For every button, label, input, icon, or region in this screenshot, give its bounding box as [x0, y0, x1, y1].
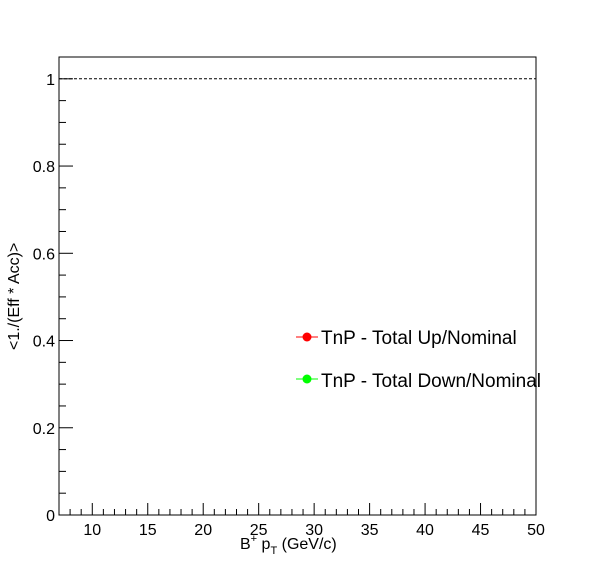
legend-marker-down — [302, 374, 312, 384]
x-axis-title-sub: T — [270, 545, 277, 557]
y-tick-label: 0.4 — [33, 334, 55, 351]
y-tick-label: 0.2 — [33, 421, 55, 438]
x-tick-label: 20 — [194, 522, 212, 539]
x-axis-title-mid: p — [257, 536, 270, 553]
y-tick-label: 0.6 — [33, 246, 55, 263]
x-axis-title-sup: + — [251, 533, 257, 545]
y-axis-title: <1./(Eff * Acc)> — [6, 243, 23, 350]
x-axis-ticks: 10 15 20 25 30 35 40 45 50 — [58, 503, 545, 539]
x-axis-title-tail: (GeV/c) — [277, 536, 337, 553]
legend-entry-up: TnP - Total Up/Nominal — [296, 328, 517, 349]
x-tick-label: 25 — [250, 522, 268, 539]
y-tick-label: 0.8 — [33, 159, 55, 176]
x-tick-label: 35 — [361, 522, 379, 539]
x-tick-label: 50 — [527, 522, 545, 539]
y-axis-ticks: 0 0.2 0.4 0.6 0.8 1 — [33, 56, 73, 525]
x-tick-label: 40 — [416, 522, 434, 539]
plot-frame — [58, 56, 537, 516]
x-axis-title: B+ pT (GeV/c) — [240, 533, 337, 557]
y-tick-label: 1 — [46, 72, 55, 89]
x-tick-label: 45 — [472, 522, 490, 539]
x-tick-label: 15 — [139, 522, 157, 539]
y-tick-label: 0 — [46, 508, 55, 525]
legend-label-up: TnP - Total Up/Nominal — [321, 328, 517, 349]
legend: TnP - Total Up/Nominal TnP - Total Down/… — [296, 328, 541, 392]
legend-label-down: TnP - Total Down/Nominal — [321, 371, 541, 392]
x-axis-title-base: B — [240, 536, 251, 553]
x-tick-label: 10 — [83, 522, 101, 539]
x-tick-label: 30 — [305, 522, 323, 539]
legend-entry-down: TnP - Total Down/Nominal — [296, 371, 541, 392]
legend-marker-up — [302, 332, 312, 342]
